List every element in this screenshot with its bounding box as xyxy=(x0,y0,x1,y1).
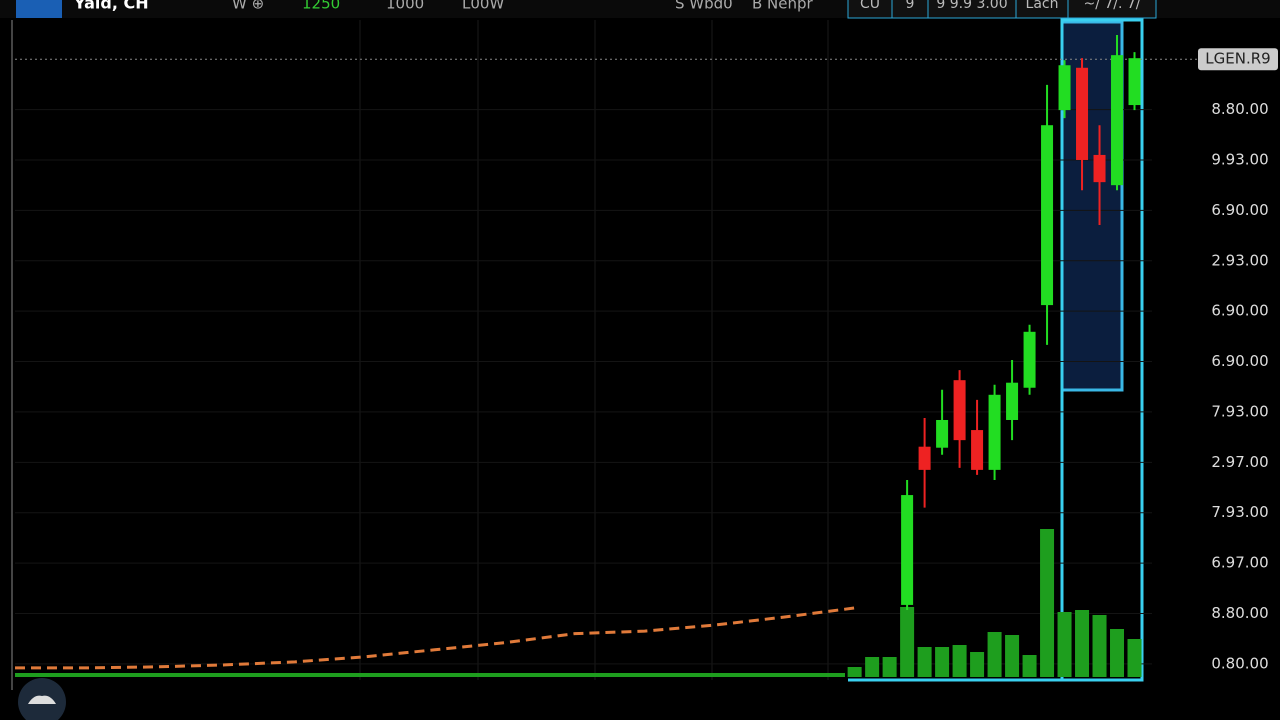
toolbar-tab-label: ~/ 7/. 7/ xyxy=(1083,0,1140,12)
candle-body xyxy=(971,430,984,470)
volume-bar xyxy=(900,607,915,677)
volume-bar xyxy=(1127,639,1142,677)
toolbar-item[interactable]: 1000 xyxy=(386,0,424,13)
volume-bar xyxy=(1005,635,1020,677)
volume-bar xyxy=(1075,610,1090,677)
price-line xyxy=(15,606,855,670)
volume-bar xyxy=(865,657,880,677)
volume-bar xyxy=(1092,615,1107,677)
candle-body xyxy=(988,394,1001,470)
y-tick-label: LGEN.R9 xyxy=(1205,50,1270,68)
toolbar-item[interactable]: S Wbd0 xyxy=(675,0,733,13)
volume-bar xyxy=(987,632,1002,677)
toolbar-item[interactable]: W ⊕ xyxy=(232,0,264,13)
y-tick-label: 8.80.00 xyxy=(1211,604,1268,622)
candle-body xyxy=(1093,154,1106,183)
candle-body xyxy=(1006,382,1019,420)
y-tick-label: 8.80.00 xyxy=(1211,100,1268,118)
volume-bar xyxy=(970,652,985,677)
volume-bar xyxy=(952,645,967,677)
toolbar-item[interactable]: 1250 xyxy=(302,0,340,13)
candle-body xyxy=(918,446,931,470)
y-tick-label: 6.97.00 xyxy=(1211,554,1268,572)
candle-body xyxy=(1111,55,1124,186)
toolbar-item[interactable]: L00W xyxy=(462,0,504,13)
volume-bar xyxy=(1022,655,1037,677)
y-tick-label: 6.90.00 xyxy=(1211,302,1268,320)
candle-body xyxy=(1023,331,1036,388)
candle-body xyxy=(936,419,949,448)
toolbar-item[interactable]: B Nehpr xyxy=(752,0,814,13)
toolbar-tab-label: 9 9.9 3.00 xyxy=(936,0,1007,12)
candle-body xyxy=(1058,65,1071,111)
volume-bar xyxy=(1057,612,1072,677)
toolbar-tab-label: Lach xyxy=(1026,0,1059,12)
y-tick-label: 9.93.00 xyxy=(1211,150,1268,168)
candle-body xyxy=(901,495,914,605)
candle-body xyxy=(953,380,966,441)
toolbar-tab-label: CU xyxy=(860,0,880,12)
y-tick-label: 2.97.00 xyxy=(1211,453,1268,471)
candle-body xyxy=(1076,67,1089,160)
volume-baseline xyxy=(15,673,845,677)
toolbar-tab-label: 9 xyxy=(906,0,915,12)
y-tick-label: 0.80.00 xyxy=(1211,654,1268,672)
toolbar-tab[interactable] xyxy=(1067,0,1157,19)
candle-body xyxy=(1041,125,1054,306)
v-grid xyxy=(359,20,829,680)
y-tick-label: 2.93.00 xyxy=(1211,251,1268,269)
y-tick-label: 6.90.00 xyxy=(1211,352,1268,370)
volume-bar xyxy=(1110,629,1125,677)
avatar-icon xyxy=(28,695,56,704)
volume-bar xyxy=(1040,529,1055,677)
y-tick-label: 7.93.00 xyxy=(1211,402,1268,420)
logo-text: Yald, CH xyxy=(73,0,149,13)
volume-bar xyxy=(847,667,862,677)
volume-bar xyxy=(917,647,932,677)
candle-body xyxy=(1128,58,1141,106)
logo-icon xyxy=(16,0,62,18)
y-tick-label: 6.90.00 xyxy=(1211,201,1268,219)
price-badge xyxy=(1198,48,1278,71)
volume-bar xyxy=(882,657,897,677)
volume-bar xyxy=(935,647,950,677)
y-tick-label: 7.93.00 xyxy=(1211,503,1268,521)
